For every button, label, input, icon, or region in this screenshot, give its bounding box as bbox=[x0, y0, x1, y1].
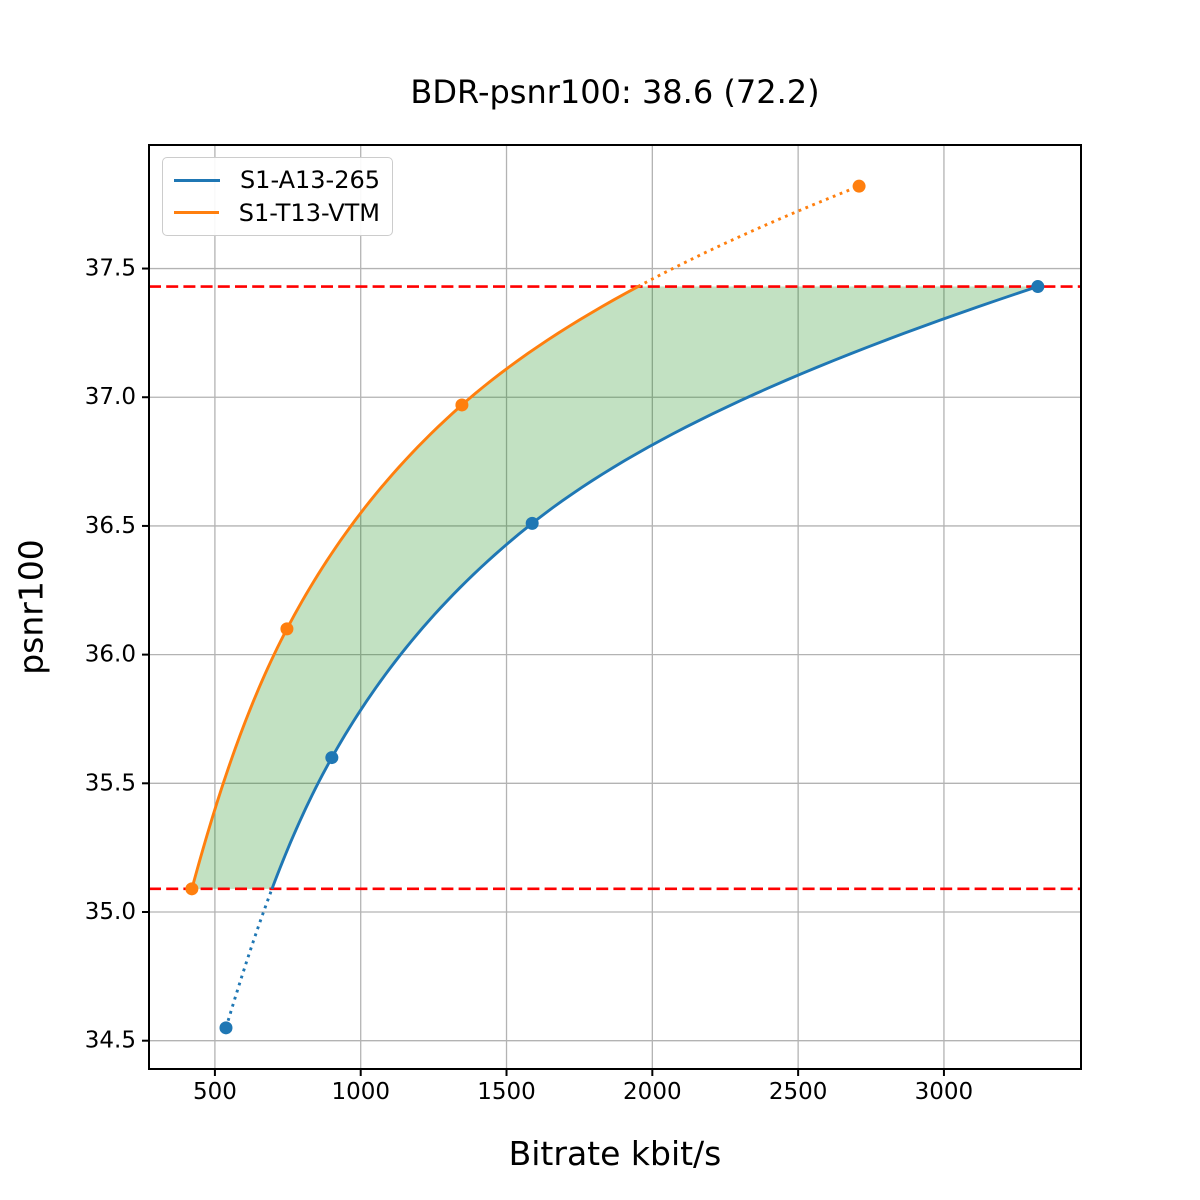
legend-line-swatch-orange bbox=[174, 211, 219, 215]
legend-line-swatch-blue bbox=[174, 178, 220, 182]
data-point-s1-a13-265 bbox=[525, 516, 539, 530]
legend-item-s1-t13-vtm: S1-T13-VTM bbox=[174, 199, 380, 227]
x-tick-label-2500: 2500 bbox=[769, 1079, 828, 1105]
data-point-s1-t13-vtm bbox=[455, 398, 469, 412]
series-curve-extrapolated-s1-a13-265 bbox=[224, 888, 274, 1029]
x-tick-label-2000: 2000 bbox=[623, 1079, 682, 1105]
x-tick-label-1000: 1000 bbox=[331, 1079, 390, 1105]
x-tick-label-3000: 3000 bbox=[915, 1079, 974, 1105]
data-point-s1-a13-265 bbox=[325, 751, 339, 765]
data-point-s1-a13-265 bbox=[1031, 280, 1045, 294]
axes-frame bbox=[148, 144, 1082, 1070]
data-point-s1-t13-vtm bbox=[852, 179, 866, 193]
legend-label: S1-T13-VTM bbox=[238, 198, 380, 227]
y-tick-label-37.5: 37.5 bbox=[85, 256, 136, 282]
x-tick-label-1500: 1500 bbox=[477, 1079, 536, 1105]
bd-overlap-region bbox=[191, 286, 1038, 889]
legend: S1-A13-265 S1-T13-VTM bbox=[162, 157, 393, 236]
y-tick-label-35.5: 35.5 bbox=[85, 770, 136, 796]
y-tick-label-36: 36.0 bbox=[85, 642, 136, 668]
y-tick-label-35: 35.0 bbox=[85, 899, 136, 925]
chart-title: BDR-psnr100: 38.6 (72.2) bbox=[410, 73, 820, 111]
x-axis-label: Bitrate kbit/s bbox=[508, 1134, 722, 1173]
y-tick-label-37: 37.0 bbox=[85, 384, 136, 410]
series-curve-extrapolated-s1-t13-vtm bbox=[637, 184, 860, 288]
data-point-s1-a13-265 bbox=[219, 1021, 233, 1035]
x-tick-label-500: 500 bbox=[193, 1079, 237, 1105]
y-tick-label-34.5: 34.5 bbox=[85, 1028, 136, 1054]
series-curve-s1-a13-265 bbox=[270, 285, 1039, 890]
legend-label: S1-A13-265 bbox=[239, 166, 380, 195]
legend-item-s1-a13-265: S1-A13-265 bbox=[174, 166, 380, 194]
series-curve-s1-t13-vtm bbox=[190, 285, 639, 890]
data-point-s1-t13-vtm bbox=[185, 882, 199, 896]
data-point-s1-t13-vtm bbox=[280, 622, 294, 636]
y-tick-label-36.5: 36.5 bbox=[85, 513, 136, 539]
